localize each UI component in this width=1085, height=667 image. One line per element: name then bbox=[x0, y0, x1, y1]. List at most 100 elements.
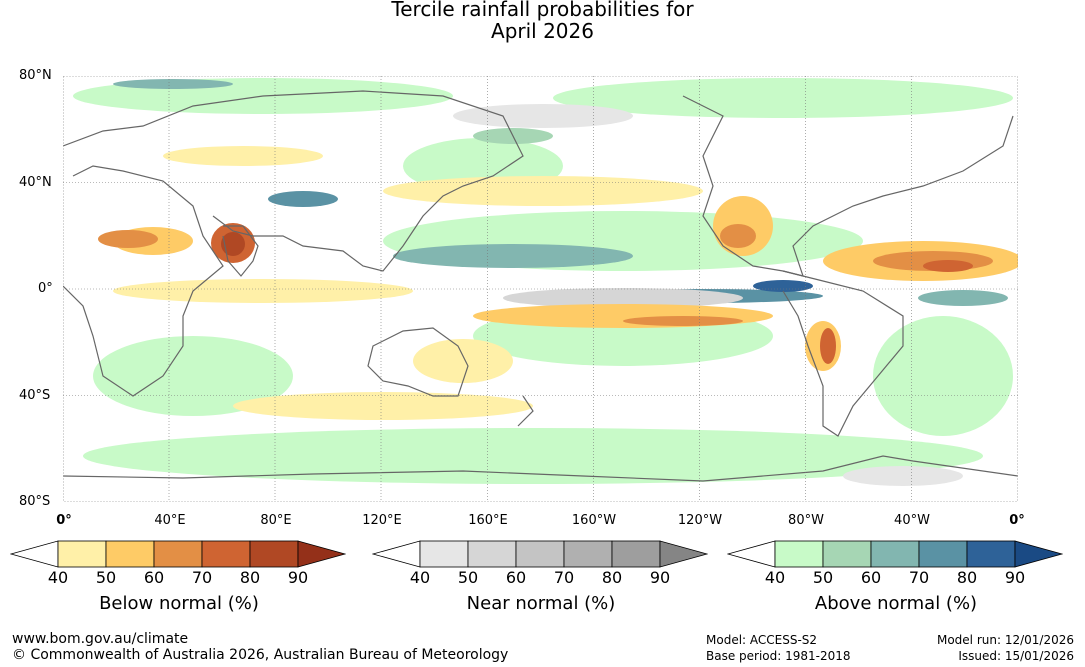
lat-label-40n: 40°N bbox=[19, 175, 52, 190]
colorbar-tick-label: 70 bbox=[908, 568, 930, 587]
colorbar-segment bbox=[918, 540, 968, 568]
lon-label-80w: 80°W bbox=[788, 513, 824, 528]
chart-title-line-1: Tercile rainfall probabilities for bbox=[391, 0, 694, 21]
below-normal-area bbox=[233, 392, 533, 420]
colorbar-tick-label: 80 bbox=[239, 568, 261, 587]
colorbar bbox=[10, 540, 346, 568]
colorbar-upper-extension bbox=[1014, 540, 1063, 568]
colorbar-lower-extension bbox=[372, 540, 421, 568]
above-normal-area-80 bbox=[753, 280, 813, 292]
colorbar-tick-label: 60 bbox=[860, 568, 882, 587]
colorbar-tick-label: 40 bbox=[409, 568, 431, 587]
below-normal-area-70 bbox=[820, 328, 836, 364]
colorbar-segment bbox=[774, 540, 824, 568]
footer-copyright: © Commonwealth of Australia 2026, Austra… bbox=[12, 647, 509, 663]
colorbar-tick-label: 70 bbox=[553, 568, 575, 587]
lon-label-0: 0° bbox=[56, 513, 72, 528]
below-normal-area bbox=[413, 339, 513, 383]
legend-title-below-normal: Below normal (%) bbox=[99, 593, 259, 614]
colorbar-segment bbox=[611, 540, 661, 568]
below-normal-area-60 bbox=[720, 224, 756, 248]
colorbar-upper-extension bbox=[297, 540, 346, 568]
above-normal-area-70 bbox=[268, 191, 338, 207]
graticule bbox=[63, 76, 1018, 502]
below-normal-area bbox=[113, 279, 413, 303]
lon-label-120w: 120°W bbox=[677, 513, 723, 528]
colorbar-tick-label: 60 bbox=[505, 568, 527, 587]
above-normal-area bbox=[553, 78, 1013, 118]
below-normal-area bbox=[383, 176, 703, 206]
above-normal-area-60 bbox=[113, 79, 233, 89]
below-normal-area-60 bbox=[623, 316, 743, 326]
below-normal-area-70 bbox=[923, 260, 973, 272]
colorbar-upper-extension bbox=[659, 540, 708, 568]
below-normal-area bbox=[163, 146, 323, 166]
colorbar-segment bbox=[515, 540, 565, 568]
colorbar-tick-label: 90 bbox=[1004, 568, 1026, 587]
coastline-africa bbox=[62, 165, 224, 397]
footer-base-period: Base period: 1981-2018 bbox=[706, 649, 851, 663]
above-normal-area bbox=[83, 428, 983, 484]
colorbar-segment bbox=[201, 540, 251, 568]
lon-label-40e: 40°E bbox=[154, 513, 186, 528]
lon-label-160e: 160°E bbox=[468, 513, 508, 528]
below-normal-area bbox=[473, 304, 773, 328]
coastline-eurasia bbox=[62, 90, 524, 272]
near-normal-area bbox=[503, 288, 743, 308]
below-normal-area-80 bbox=[221, 232, 245, 256]
colorbar-lower-extension bbox=[10, 540, 59, 568]
colorbar bbox=[372, 540, 708, 568]
above-normal-area-60 bbox=[918, 290, 1008, 306]
colorbar bbox=[727, 540, 1063, 568]
probability-fields bbox=[73, 78, 1023, 486]
footer-issued: Issued: 15/01/2026 bbox=[958, 649, 1074, 663]
colorbar-segment bbox=[563, 540, 613, 568]
coastline-new-zealand bbox=[517, 395, 534, 427]
legend-title-above-normal: Above normal (%) bbox=[814, 593, 978, 614]
colorbar-tick-label: 90 bbox=[649, 568, 671, 587]
lat-label-equator: 0° bbox=[38, 281, 53, 296]
near-normal-area bbox=[453, 104, 633, 128]
footer-url: www.bom.gov.au/climate bbox=[12, 631, 189, 647]
map-svg bbox=[62, 76, 1023, 502]
colorbar-tick-label: 50 bbox=[95, 568, 117, 587]
map-border bbox=[63, 76, 1018, 502]
above-normal-area-60 bbox=[393, 244, 633, 268]
lon-label-80e: 80°E bbox=[260, 513, 292, 528]
colorbar-segment bbox=[822, 540, 872, 568]
colorbar-segment bbox=[249, 540, 299, 568]
lat-label-40s: 40°S bbox=[19, 388, 51, 403]
colorbar-tick-label: 80 bbox=[601, 568, 623, 587]
colorbar-tick-label: 50 bbox=[812, 568, 834, 587]
near-normal-area bbox=[843, 466, 963, 486]
chart-title-line-2: April 2026 bbox=[491, 19, 594, 43]
lon-label-120e: 120°E bbox=[362, 513, 402, 528]
colorbar-tick-label: 80 bbox=[956, 568, 978, 587]
colorbar-segment bbox=[419, 540, 469, 568]
coastline-india bbox=[222, 225, 259, 277]
colorbar-tick-label: 40 bbox=[764, 568, 786, 587]
footer-model: Model: ACCESS-S2 bbox=[706, 633, 818, 647]
colorbar-tick-label: 40 bbox=[47, 568, 69, 587]
colorbar-tick-label: 70 bbox=[191, 568, 213, 587]
above-normal-area bbox=[93, 336, 293, 416]
colorbar-segment bbox=[153, 540, 203, 568]
lat-label-80s: 80°S bbox=[19, 494, 51, 509]
colorbar-tick-label: 90 bbox=[287, 568, 309, 587]
colorbar-segment bbox=[467, 540, 517, 568]
coastline-australia bbox=[367, 327, 469, 397]
colorbar-tick-label: 60 bbox=[143, 568, 165, 587]
rainfall-probability-map bbox=[62, 76, 1023, 502]
lon-label-0-end: 0° bbox=[1009, 513, 1025, 528]
coastlines bbox=[62, 90, 1019, 482]
above-normal-area bbox=[873, 316, 1013, 436]
lat-label-80n: 80°N bbox=[19, 68, 52, 83]
colorbar-lower-extension bbox=[727, 540, 776, 568]
footer-model-run: Model run: 12/01/2026 bbox=[936, 633, 1074, 647]
colorbar-segment bbox=[105, 540, 155, 568]
lon-label-40w: 40°W bbox=[894, 513, 930, 528]
below-normal-area-60 bbox=[98, 230, 158, 248]
colorbar-tick-label: 50 bbox=[457, 568, 479, 587]
colorbar-segment bbox=[966, 540, 1016, 568]
coastline-south-america bbox=[782, 270, 904, 437]
